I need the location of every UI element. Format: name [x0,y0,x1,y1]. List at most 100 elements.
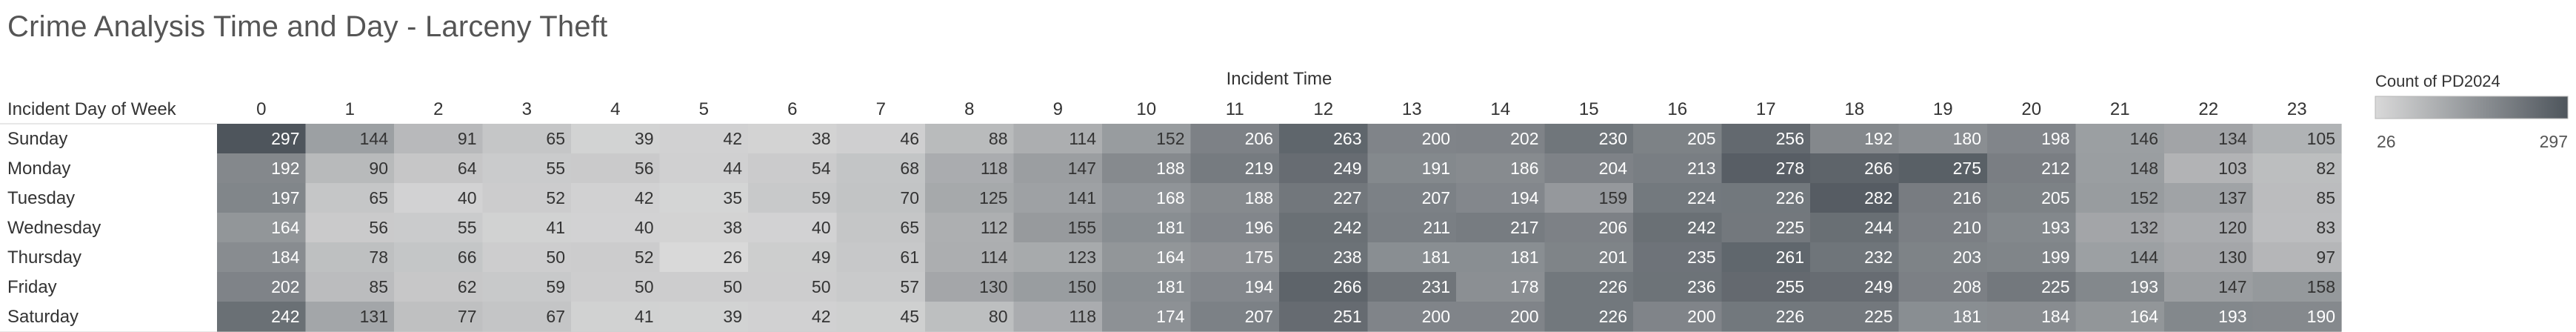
cell-value-label: 44 [723,159,742,178]
cell-value-label: 65 [369,188,388,208]
heatmap-cell [1102,153,1192,184]
cell-value-label: 188 [1156,159,1184,178]
cell-value-label: 186 [1510,159,1538,178]
cell-value-label: 275 [1953,159,1981,178]
cell-value-label: 178 [1510,277,1538,296]
cell-value-label: 201 [1599,248,1627,267]
cell-value-label: 208 [1953,277,1981,296]
heatmap-cell [1456,302,1546,332]
cell-value-label: 144 [2130,248,2159,267]
cell-value-label: 40 [458,188,477,208]
heatmap-cell [1544,124,1634,154]
heatmap-cell [1633,213,1723,243]
cell-value-label: 35 [723,188,742,208]
cell-value-label: 266 [1333,277,1361,296]
heatmap-cell [1898,302,1988,332]
heatmap-cell [925,153,1015,184]
cell-value-label: 193 [2130,277,2158,296]
heatmap-cell [2075,183,2165,213]
cell-value-label: 55 [458,218,477,237]
cell-value-label: 207 [1245,307,1273,326]
cell-value-label: 249 [1864,277,1892,296]
cell-value-label: 164 [2130,307,2159,326]
y-tick-label: Tuesday [7,188,75,208]
cell-value-label: 131 [360,307,388,326]
cell-value-label: 261 [1776,248,1804,267]
x-tick-label: 3 [522,99,532,119]
cell-value-label: 242 [1333,218,1361,237]
heatmap-cell [1721,183,1811,213]
heatmap-cell [925,124,1015,154]
cell-value-label: 213 [1687,159,1715,178]
heatmap-cell [1013,213,1103,243]
cell-value-label: 164 [271,218,300,237]
heatmap-cell [836,242,926,273]
cell-value-label: 205 [2041,188,2069,208]
x-tick-label: 23 [2287,99,2307,119]
heatmap-cell [1987,272,2077,302]
heatmap-cell [482,183,572,213]
cell-value-label: 118 [1069,307,1096,326]
heatmap-cell [305,213,395,243]
x-tick-label: 16 [1667,99,1687,119]
cell-value-label: 77 [458,307,477,326]
cell-value-label: 158 [2307,277,2335,296]
cell-value-label: 225 [1864,307,1892,326]
cell-value-label: 57 [900,277,919,296]
cell-value-label: 65 [546,129,565,148]
heatmap-cell [2075,124,2165,154]
cell-value-label: 54 [812,159,831,178]
cell-value-label: 105 [2307,129,2335,148]
heatmap-cell [1633,153,1723,184]
cell-value-label: 206 [1245,129,1273,148]
cell-value-label: 65 [900,218,919,237]
heatmap-cell [2252,302,2342,332]
cell-value-label: 59 [812,188,831,208]
heatmap-cell [1898,153,1988,184]
heatmap-cell [1013,153,1103,184]
cell-value-label: 146 [2130,129,2158,148]
heatmap-cell [2252,272,2342,302]
heatmap-cell [1987,183,2077,213]
cell-value-label: 204 [1599,159,1628,178]
x-tick-label: 8 [964,99,974,119]
cell-value-label: 150 [1068,277,1096,296]
heatmap-cell [836,124,926,154]
cell-value-label: 148 [2130,159,2158,178]
heatmap-cell [482,242,572,273]
cell-value-label: 216 [1953,188,1981,208]
cell-value-label: 188 [1245,188,1273,208]
heatmap-cell [1544,272,1634,302]
heatmap-cell [1190,153,1280,184]
x-tick-label: 15 [1579,99,1599,119]
x-axis-title: Incident Time [1227,69,1332,89]
heatmap-cell [1810,272,1900,302]
cell-value-label: 203 [1953,248,1981,267]
x-tick-label: 0 [256,99,266,119]
heatmap-cell [305,124,395,154]
cell-value-label: 141 [1068,188,1096,208]
cell-value-label: 244 [1864,218,1893,237]
heatmap-cell [1013,183,1103,213]
heatmap-cell [1721,153,1811,184]
cell-value-label: 282 [1864,188,1892,208]
cell-value-label: 118 [981,159,1008,178]
cell-value-label: 199 [2041,248,2069,267]
cell-value-label: 219 [1245,159,1273,178]
heatmap-cell [217,302,307,332]
heatmap-cell [2252,153,2342,184]
cell-value-label: 155 [1068,218,1096,237]
x-tick-label: 5 [699,99,709,119]
heatmap-cell [482,272,572,302]
heatmap-cell [2164,153,2254,184]
cell-value-label: 251 [1333,307,1361,326]
cell-value-label: 197 [271,188,299,208]
cell-value-label: 263 [1333,129,1361,148]
heatmap-cell [217,124,307,154]
cell-value-label: 181 [1156,218,1184,237]
y-tick-label: Friday [7,277,57,297]
heatmap-cell [1633,302,1723,332]
cell-value-label: 50 [546,248,565,267]
cell-value-label: 112 [981,218,1008,237]
x-tick-label: 10 [1136,99,1156,119]
